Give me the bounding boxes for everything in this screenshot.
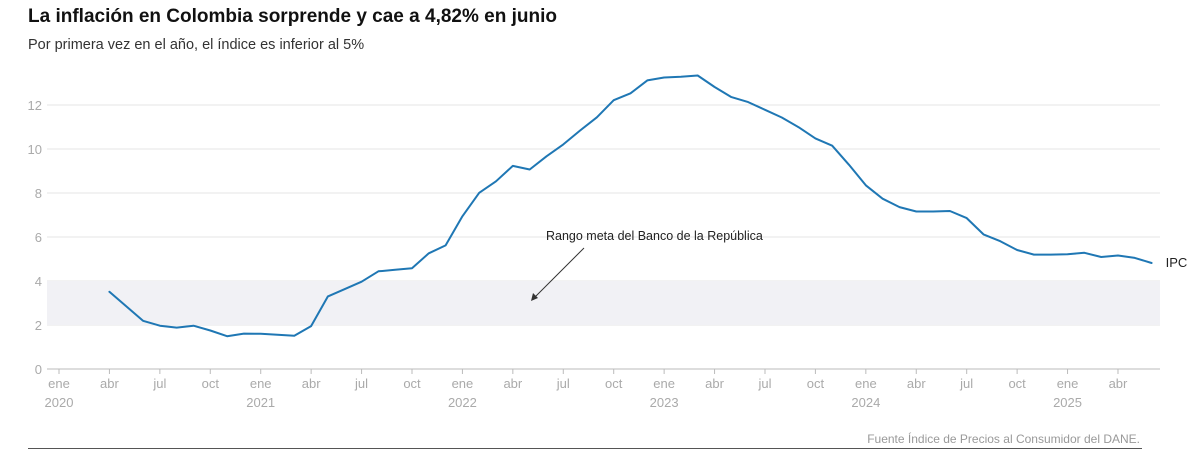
x-tick-label: ene [250, 376, 272, 391]
annotation-group: Rango meta del Banco de la República [531, 229, 763, 301]
target-range-band [47, 281, 1160, 325]
x-tick-label: abr [302, 376, 321, 391]
chart-subtitle: Por primera vez en el año, el índice es … [28, 37, 365, 53]
x-tick-label: jul [959, 376, 973, 391]
band-annotation-label: Rango meta del Banco de la República [546, 229, 763, 243]
y-tick-label: 4 [35, 274, 42, 289]
x-tick-label: abr [503, 376, 522, 391]
y-tick-label: 6 [35, 230, 42, 245]
x-year-label: 2022 [448, 395, 477, 410]
x-tick-label: ene [1057, 376, 1079, 391]
x-tick-label: abr [100, 376, 119, 391]
y-tick-label: 2 [35, 318, 42, 333]
x-tick-label: ene [48, 376, 70, 391]
x-tick-label: jul [757, 376, 771, 391]
target-range-band-group [47, 281, 1160, 325]
x-tick-label: jul [354, 376, 368, 391]
chart-title: La inflación en Colombia sorprende y cae… [28, 6, 557, 27]
series-label-ipc: IPC [1166, 255, 1188, 270]
x-tick-label: abr [907, 376, 926, 391]
y-tick-label: 0 [35, 362, 42, 377]
x-year-label: 2023 [650, 395, 679, 410]
series-line-ipc [108, 74, 1153, 338]
x-tick-label: ene [452, 376, 474, 391]
x-tick-label: oct [605, 376, 623, 391]
bottom-divider [28, 448, 1142, 449]
x-tick-label: oct [202, 376, 220, 391]
x-year-label: 2025 [1053, 395, 1082, 410]
x-axis: ene 2020 abr jul oct ene 2021 abr jul oct ene 2022 a… [45, 369, 1128, 410]
annotation-arrow-shaft [532, 247, 585, 300]
x-year-label: 2024 [851, 395, 880, 410]
x-tick-label: ene [855, 376, 877, 391]
x-tick-label: abr [1109, 376, 1128, 391]
y-axis: 0 2 4 6 8 10 12 [28, 98, 42, 377]
x-year-label: 2021 [246, 395, 275, 410]
y-tick-label: 12 [28, 98, 42, 113]
x-tick-label: oct [403, 376, 421, 391]
x-year-label: 2020 [45, 395, 74, 410]
y-tick-label: 10 [28, 142, 42, 157]
x-tick-label: jul [152, 376, 166, 391]
series-group: IPC [108, 74, 1188, 338]
source-note: Fuente Índice de Precios al Consumidor d… [867, 432, 1140, 446]
annotation-arrow-head [531, 293, 538, 301]
x-tick-label: ene [653, 376, 675, 391]
x-tick-label: oct [807, 376, 825, 391]
x-tick-label: oct [1008, 376, 1026, 391]
x-tick-label: abr [705, 376, 724, 391]
x-tick-label: jul [556, 376, 570, 391]
y-tick-label: 8 [35, 186, 42, 201]
